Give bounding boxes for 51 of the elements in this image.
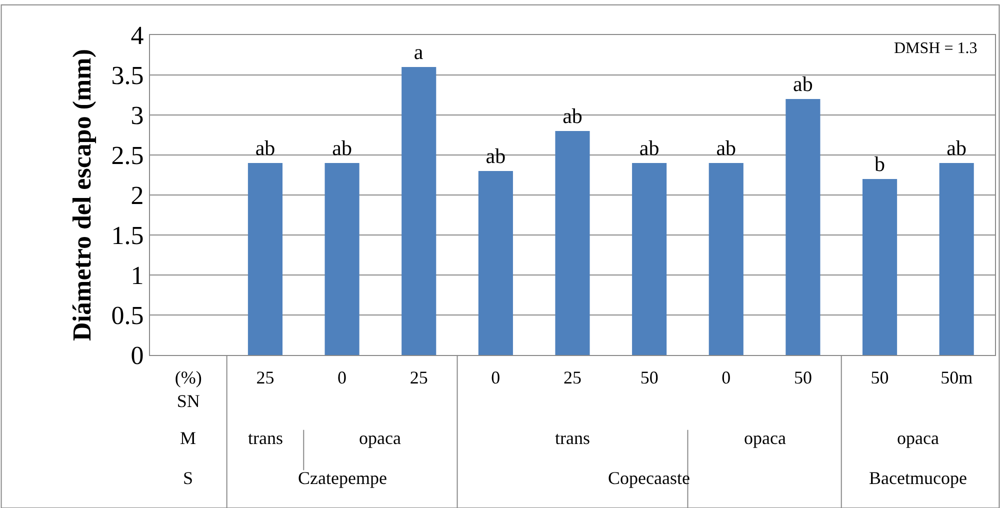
bar [478,171,513,355]
y-tick-label: 0.5 [111,301,144,330]
y-tick-label: 1 [130,261,144,290]
x-tick-label: 0 [722,368,731,388]
x-tick-label: 50 [794,368,812,388]
data-label: ab [255,136,276,160]
data-label: ab [793,72,813,96]
text: Czatepempe [298,468,387,488]
x-tick-label: 0 [338,368,347,388]
y-tick-label: 3.5 [111,61,144,90]
bar [939,163,974,355]
y-tick-label: 2.5 [111,141,144,170]
text: Bacetmucope [869,468,967,488]
y-axis-title: Diámetro del escapo (mm) [68,49,97,341]
data-label: ab [716,136,736,160]
y-tick-label: 1.5 [111,221,144,250]
bar [862,179,898,355]
data-label: ab [562,104,582,128]
bar [632,163,667,355]
y-tick-label: 2 [130,181,144,210]
data-label: ab [486,144,506,168]
text: opaca [744,428,786,448]
text: Copecaaste [608,468,690,488]
text: opaca [897,428,939,448]
x-tick-label: 0 [491,368,500,388]
text: trans [555,428,590,448]
bar [402,67,436,355]
x-tick-label: 25 [256,368,274,388]
x-tick-label: 25 [564,368,582,388]
bar [324,163,360,355]
x-tick-label: 25 [410,368,428,388]
bar [555,131,590,355]
text: S [183,468,194,488]
data-label: ab [946,136,967,160]
text: opaca [359,428,401,448]
text: trans [248,428,283,448]
y-tick-label: 4 [130,21,144,50]
data-label: ab [639,136,660,160]
annotation: DMSH = 1.3 [894,40,978,57]
y-tick-label: 3 [130,101,144,130]
data-label: b [874,152,886,176]
text: M [180,428,196,448]
data-label: a [414,40,424,64]
data-label: ab [332,136,352,160]
x-tick-label: (%) SN [174,368,202,411]
x-tick-label: 50 [870,368,889,388]
x-tick-label: 50m [940,368,973,388]
bar [786,99,820,355]
bar [708,163,744,355]
bar [248,163,283,355]
x-tick-label: 50 [640,368,658,388]
